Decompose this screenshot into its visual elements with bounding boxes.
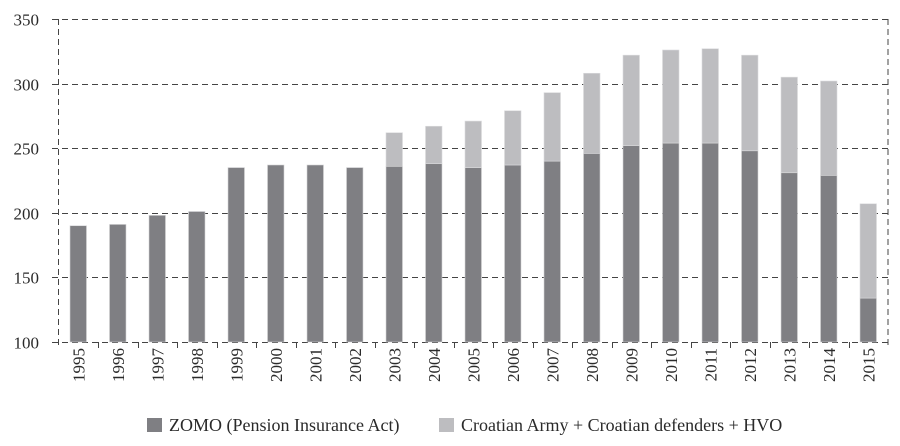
bar-zomo-1998 xyxy=(188,211,206,343)
bar-croatian-army-2005 xyxy=(464,120,482,168)
y-tick-label: 300 xyxy=(14,76,40,95)
bar-zomo-2010 xyxy=(662,142,680,343)
bar-zomo-1996 xyxy=(109,224,127,343)
bar-croatian-army-2013 xyxy=(780,76,798,174)
y-tick-label: 250 xyxy=(14,140,40,159)
bar-zomo-2013 xyxy=(780,172,798,343)
x-tick-label: 2004 xyxy=(425,348,444,383)
x-tick-label: 2005 xyxy=(464,348,483,382)
bar-zomo-2006 xyxy=(504,164,522,343)
bar-zomo-2005 xyxy=(464,167,482,343)
bar-croatian-army-2015 xyxy=(859,203,877,299)
bar-zomo-2015 xyxy=(859,297,877,343)
x-tick-label: 2009 xyxy=(622,348,641,382)
x-tick-labels: 1995 1996 1997 1998 1999 2000 2001 2002 2003 2004… xyxy=(69,348,878,383)
bar-zomo-1997 xyxy=(148,215,166,343)
bar-zomo-2000 xyxy=(267,164,285,343)
bar-croatian-army-2003 xyxy=(385,132,403,167)
y-tick-label: 350 xyxy=(14,11,40,30)
x-tick-label: 2002 xyxy=(346,348,365,382)
x-tick-label: 2003 xyxy=(385,348,404,382)
y-tick-label: 100 xyxy=(14,334,40,353)
bar-croatian-army-2007 xyxy=(543,92,561,162)
y-tick-label: 150 xyxy=(14,269,40,288)
bars xyxy=(69,48,877,343)
bar-croatian-army-2014 xyxy=(820,80,838,176)
bar-zomo-2012 xyxy=(741,150,759,343)
x-tick-label: 2015 xyxy=(859,348,878,382)
x-tick-label: 2006 xyxy=(504,348,523,382)
bar-zomo-2011 xyxy=(701,142,719,343)
bar-zomo-2002 xyxy=(346,167,364,343)
y-tick-label: 200 xyxy=(14,205,40,224)
x-tick-label: 1996 xyxy=(109,348,128,382)
legend-swatch-croatian-army xyxy=(439,418,454,432)
x-tick-label: 1995 xyxy=(69,348,88,382)
bar-zomo-1995 xyxy=(69,225,87,343)
x-tick-label: 2013 xyxy=(780,348,799,382)
legend-item-zomo: ZOMO (Pension Insurance Act) xyxy=(147,413,399,437)
x-tick-label: 2012 xyxy=(741,348,760,382)
bar-croatian-army-2006 xyxy=(504,110,522,166)
x-tick-label: 2014 xyxy=(820,348,839,383)
axes xyxy=(58,19,889,348)
x-tick-label: 1997 xyxy=(148,348,167,383)
bar-zomo-2007 xyxy=(543,160,561,343)
bar-croatian-army-2012 xyxy=(741,54,759,152)
bar-zomo-2003 xyxy=(385,165,403,343)
x-tick-label: 2011 xyxy=(701,348,720,381)
bar-croatian-army-2009 xyxy=(622,54,640,146)
bar-croatian-army-2011 xyxy=(701,48,719,144)
x-tick-label: 1998 xyxy=(188,348,207,382)
bar-croatian-army-2008 xyxy=(583,72,601,154)
bar-zomo-2004 xyxy=(425,163,443,343)
x-tick-label: 1999 xyxy=(227,348,246,382)
x-tick-label: 2010 xyxy=(662,348,681,382)
x-tick-label: 2000 xyxy=(267,348,286,382)
legend: ZOMO (Pension Insurance Act) Croatian Ar… xyxy=(0,413,900,437)
legend-label-croatian-army: Croatian Army + Croatian defenders + HVO xyxy=(461,414,783,435)
y-tick-labels: 100 150 200 250 300 350 xyxy=(14,11,40,353)
x-tick-label: 2001 xyxy=(306,348,325,382)
bar-zomo-2001 xyxy=(306,164,324,343)
bar-zomo-2014 xyxy=(820,175,838,343)
x-tick-label: 2008 xyxy=(583,348,602,382)
x-tick-label: 2007 xyxy=(543,348,562,383)
legend-item-croatian-army: Croatian Army + Croatian defenders + HVO xyxy=(439,413,782,437)
bar-croatian-army-2010 xyxy=(662,49,680,144)
bar-zomo-2009 xyxy=(622,145,640,343)
legend-swatch-zomo xyxy=(147,418,162,432)
legend-label-zomo: ZOMO (Pension Insurance Act) xyxy=(169,414,400,435)
bar-zomo-2008 xyxy=(583,153,601,343)
bar-zomo-1999 xyxy=(227,167,245,343)
bar-croatian-army-2004 xyxy=(425,125,443,165)
